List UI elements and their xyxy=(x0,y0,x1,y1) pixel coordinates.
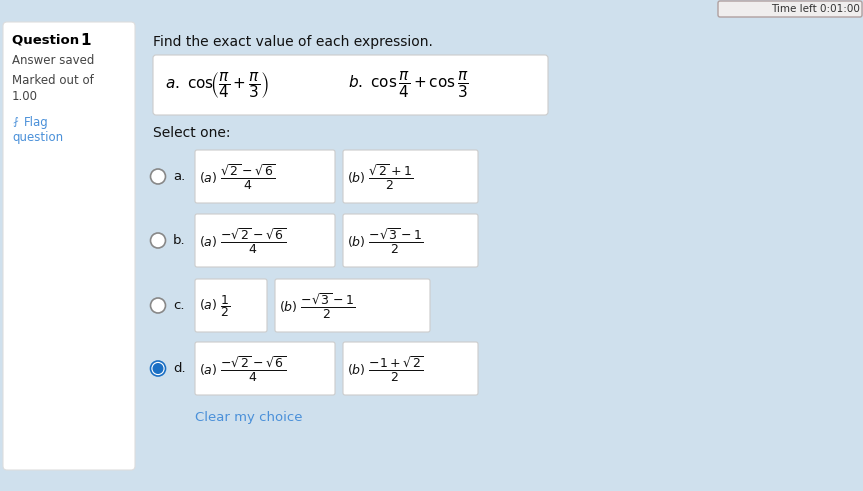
Text: a.: a. xyxy=(173,170,186,183)
Text: $(a)\ \dfrac{1}{2}$: $(a)\ \dfrac{1}{2}$ xyxy=(199,294,230,320)
Text: $(b)\ \dfrac{\sqrt{2}+1}{2}$: $(b)\ \dfrac{\sqrt{2}+1}{2}$ xyxy=(347,163,413,192)
FancyBboxPatch shape xyxy=(718,1,862,17)
Text: Question: Question xyxy=(12,33,84,47)
FancyBboxPatch shape xyxy=(343,150,478,203)
FancyBboxPatch shape xyxy=(195,150,335,203)
Circle shape xyxy=(150,169,166,184)
FancyBboxPatch shape xyxy=(195,342,335,395)
Text: Time left 0:01:00: Time left 0:01:00 xyxy=(772,4,860,14)
Text: $(a)\ \dfrac{-\sqrt{2}-\sqrt{6}}{4}$: $(a)\ \dfrac{-\sqrt{2}-\sqrt{6}}{4}$ xyxy=(199,355,287,384)
Text: $\mathit{a}.\ \mathrm{cos}\!\left(\dfrac{\pi}{4}+\dfrac{\pi}{3}\right)$: $\mathit{a}.\ \mathrm{cos}\!\left(\dfrac… xyxy=(165,70,268,100)
Text: Clear my choice: Clear my choice xyxy=(195,411,303,425)
Text: question: question xyxy=(12,131,63,143)
FancyBboxPatch shape xyxy=(195,214,335,267)
Text: c.: c. xyxy=(173,299,185,312)
FancyBboxPatch shape xyxy=(275,279,430,332)
Text: $(b)\ \dfrac{-\sqrt{3}-1}{2}$: $(b)\ \dfrac{-\sqrt{3}-1}{2}$ xyxy=(279,292,356,321)
Text: $\mathit{b}.\ \mathrm{cos}\,\dfrac{\pi}{4}+\mathrm{cos}\,\dfrac{\pi}{3}$: $\mathit{b}.\ \mathrm{cos}\,\dfrac{\pi}{… xyxy=(348,70,469,100)
Text: $(b)\ \dfrac{-\sqrt{3}-1}{2}$: $(b)\ \dfrac{-\sqrt{3}-1}{2}$ xyxy=(347,227,424,256)
Circle shape xyxy=(153,363,163,374)
Text: 1: 1 xyxy=(80,32,91,48)
Text: Select one:: Select one: xyxy=(153,126,230,140)
FancyBboxPatch shape xyxy=(343,342,478,395)
Text: d.: d. xyxy=(173,362,186,375)
Text: b.: b. xyxy=(173,234,186,247)
Text: $(a)\ \dfrac{\sqrt{2}-\sqrt{6}}{4}$: $(a)\ \dfrac{\sqrt{2}-\sqrt{6}}{4}$ xyxy=(199,163,276,192)
FancyBboxPatch shape xyxy=(153,55,548,115)
FancyBboxPatch shape xyxy=(3,22,135,470)
FancyBboxPatch shape xyxy=(343,214,478,267)
Text: 1.00: 1.00 xyxy=(12,89,38,103)
Text: Answer saved: Answer saved xyxy=(12,54,94,66)
Text: Marked out of: Marked out of xyxy=(12,74,94,86)
Text: ⨏: ⨏ xyxy=(12,117,18,127)
Text: Flag: Flag xyxy=(24,115,48,129)
FancyBboxPatch shape xyxy=(195,279,267,332)
Circle shape xyxy=(150,298,166,313)
Text: Find the exact value of each expression.: Find the exact value of each expression. xyxy=(153,35,433,49)
Text: $(b)\ \dfrac{-1+\sqrt{2}}{2}$: $(b)\ \dfrac{-1+\sqrt{2}}{2}$ xyxy=(347,355,424,384)
Circle shape xyxy=(150,233,166,248)
Text: $(a)\ \dfrac{-\sqrt{2}-\sqrt{6}}{4}$: $(a)\ \dfrac{-\sqrt{2}-\sqrt{6}}{4}$ xyxy=(199,227,287,256)
Circle shape xyxy=(150,361,166,376)
